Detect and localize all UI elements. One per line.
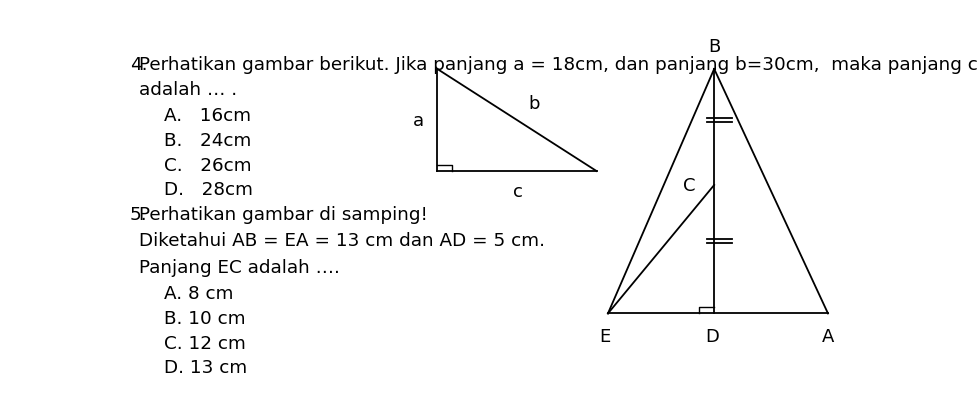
Text: b: b: [528, 95, 539, 113]
Text: Perhatikan gambar berikut. Jika panjang a = 18cm, dan panjang b=30cm,  maka panj: Perhatikan gambar berikut. Jika panjang …: [139, 56, 977, 74]
Text: E: E: [599, 328, 610, 346]
Text: 5.: 5.: [130, 206, 148, 223]
Text: A. 8 cm: A. 8 cm: [164, 284, 234, 302]
Text: B.   24cm: B. 24cm: [164, 132, 251, 150]
Text: adalah … .: adalah … .: [139, 81, 237, 99]
Text: C.   26cm: C. 26cm: [164, 156, 251, 174]
Text: a: a: [413, 112, 423, 130]
Text: Diketahui AB = EA = 13 cm dan AD = 5 cm.: Diketahui AB = EA = 13 cm dan AD = 5 cm.: [139, 232, 545, 250]
Text: c: c: [513, 182, 523, 200]
Text: D. 13 cm: D. 13 cm: [164, 358, 247, 377]
Text: 4.: 4.: [130, 56, 148, 74]
Text: C: C: [682, 176, 694, 194]
Text: D: D: [705, 328, 719, 346]
Text: A: A: [821, 328, 833, 346]
Text: Perhatikan gambar di samping!: Perhatikan gambar di samping!: [139, 206, 427, 223]
Text: B: B: [707, 38, 720, 56]
Text: C. 12 cm: C. 12 cm: [164, 334, 245, 352]
Text: A.   16cm: A. 16cm: [164, 107, 251, 125]
Text: D.   28cm: D. 28cm: [164, 181, 253, 199]
Text: Panjang EC adalah ….: Panjang EC adalah ….: [139, 258, 339, 276]
Text: B. 10 cm: B. 10 cm: [164, 309, 245, 327]
